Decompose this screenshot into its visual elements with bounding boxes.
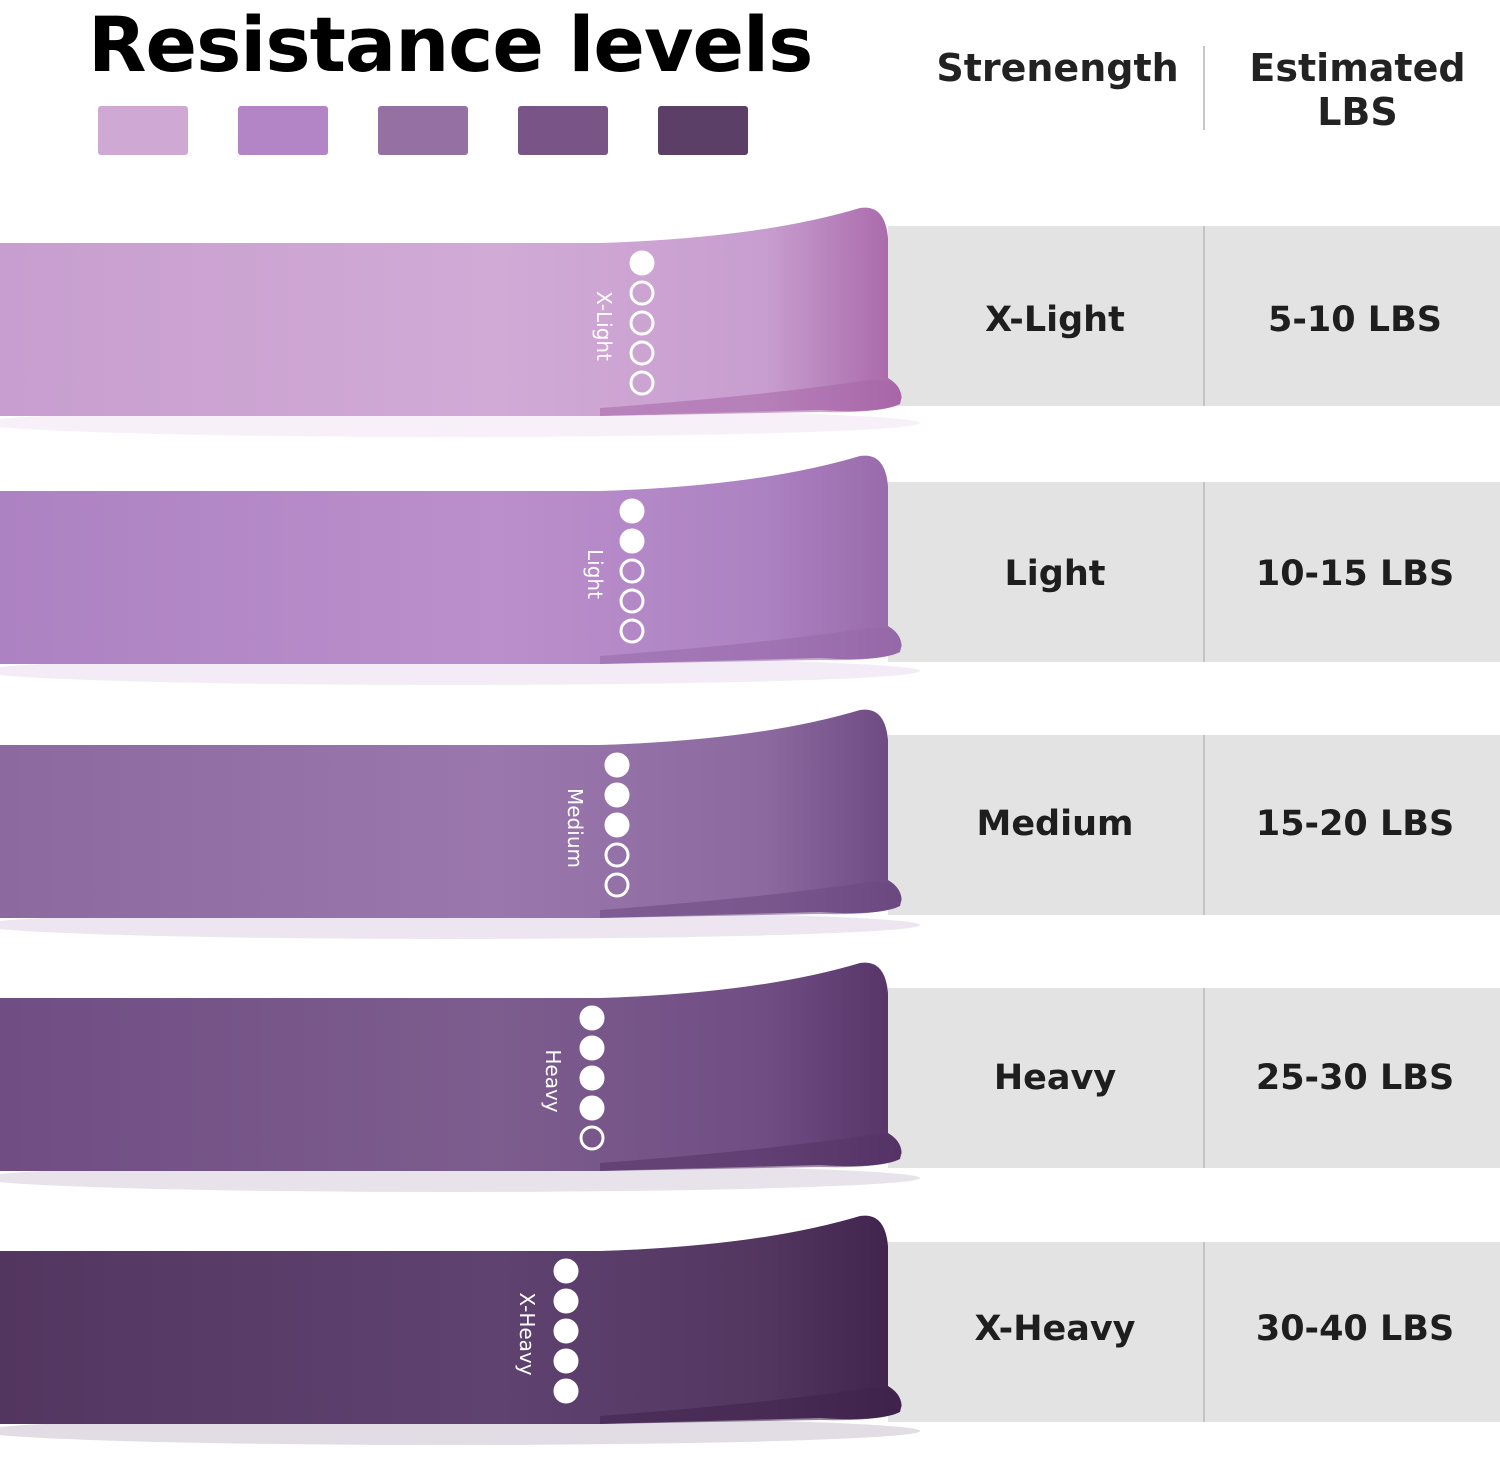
lbs-header-line2: LBS — [1317, 90, 1398, 134]
resistance-dot-light-3-empty — [619, 558, 645, 584]
strength-header-text: Strenength — [936, 46, 1179, 90]
table-row-bg-2 — [888, 482, 1500, 662]
resistance-dot-light-1-filled — [619, 498, 645, 524]
resistance-dot-medium-3-filled — [604, 812, 630, 838]
table-row-bg-4 — [888, 988, 1500, 1168]
resistance-dot-light-4-empty — [619, 588, 645, 614]
page-title: Resistance levels — [88, 0, 813, 89]
resistance-dot-x-light-1-filled — [629, 250, 655, 276]
band-shadow-light — [0, 657, 920, 685]
row-divider-1 — [1203, 226, 1205, 406]
band-fold-medium — [600, 881, 902, 918]
band-x-heavy — [0, 1215, 902, 1424]
resistance-dot-medium-5-empty — [604, 872, 630, 898]
color-swatch-3 — [378, 106, 468, 155]
row-divider-2 — [1203, 482, 1205, 662]
resistance-dot-x-heavy-4-filled — [553, 1348, 579, 1374]
resistance-dot-x-heavy-5-filled — [553, 1378, 579, 1404]
band-shadow-medium — [0, 911, 920, 939]
lbs-cell-light: 10-15 LBS — [1255, 554, 1455, 594]
row-divider-4 — [1203, 988, 1205, 1168]
row-divider-3 — [1203, 735, 1205, 915]
resistance-dot-heavy-1-filled — [579, 1005, 605, 1031]
resistance-dot-light-2-filled — [619, 528, 645, 554]
band-shadow-x-light — [0, 409, 920, 437]
band-fold-x-light — [600, 379, 902, 416]
table-row-bg-5 — [888, 1242, 1500, 1422]
lbs-column-header: Estimated LBS — [1215, 46, 1500, 134]
band-light — [0, 455, 902, 664]
resistance-dot-x-light-5-empty — [629, 370, 655, 396]
resistance-dot-medium-4-empty — [604, 842, 630, 868]
strength-cell-medium: Medium — [976, 804, 1134, 844]
color-swatch-2 — [238, 106, 328, 155]
table-row-bg-1 — [888, 226, 1500, 406]
band-label-x-light: X-Light — [592, 291, 616, 361]
resistance-dot-heavy-5-empty — [579, 1125, 605, 1151]
band-heavy — [0, 962, 902, 1171]
resistance-dot-medium-2-filled — [604, 782, 630, 808]
band-shadow-x-heavy — [0, 1417, 920, 1445]
resistance-dot-x-heavy-3-filled — [553, 1318, 579, 1344]
band-shadow-heavy — [0, 1164, 920, 1192]
lbs-header-line1: Estimated — [1249, 46, 1466, 90]
band-label-light: Light — [583, 549, 607, 599]
resistance-dot-heavy-4-filled — [579, 1095, 605, 1121]
resistance-dot-medium-1-filled — [604, 752, 630, 778]
resistance-dot-x-light-3-empty — [629, 310, 655, 336]
band-fold-x-heavy — [600, 1387, 902, 1424]
color-swatch-1 — [98, 106, 188, 155]
strength-cell-heavy: Heavy — [993, 1058, 1117, 1098]
resistance-dot-heavy-2-filled — [579, 1035, 605, 1061]
resistance-dot-heavy-3-filled — [579, 1065, 605, 1091]
strength-cell-light: Light — [1004, 554, 1106, 594]
strength-cell-x-light: X-Light — [985, 300, 1125, 340]
band-medium — [0, 709, 902, 918]
lbs-cell-x-heavy: 30-40 LBS — [1255, 1309, 1455, 1349]
color-swatch-4 — [518, 106, 608, 155]
resistance-dot-light-5-empty — [619, 618, 645, 644]
strength-column-header: Strenength — [920, 46, 1195, 90]
strength-cell-x-heavy: X-Heavy — [974, 1309, 1136, 1349]
band-x-light — [0, 207, 902, 416]
table-row-bg-3 — [888, 735, 1500, 915]
band-fold-light — [600, 627, 902, 664]
resistance-dot-x-heavy-2-filled — [553, 1288, 579, 1314]
band-fold-heavy — [600, 1134, 902, 1171]
band-label-medium: Medium — [563, 788, 587, 868]
header-divider — [1203, 46, 1205, 130]
resistance-dot-x-heavy-1-filled — [553, 1258, 579, 1284]
lbs-cell-x-light: 5-10 LBS — [1268, 300, 1442, 340]
band-label-x-heavy: X-Heavy — [515, 1292, 539, 1375]
resistance-dot-x-light-4-empty — [629, 340, 655, 366]
resistance-dot-x-light-2-empty — [629, 280, 655, 306]
color-swatch-5 — [658, 106, 748, 155]
lbs-cell-medium: 15-20 LBS — [1255, 804, 1455, 844]
row-divider-5 — [1203, 1242, 1205, 1422]
band-label-heavy: Heavy — [541, 1049, 565, 1112]
lbs-cell-heavy: 25-30 LBS — [1255, 1058, 1455, 1098]
